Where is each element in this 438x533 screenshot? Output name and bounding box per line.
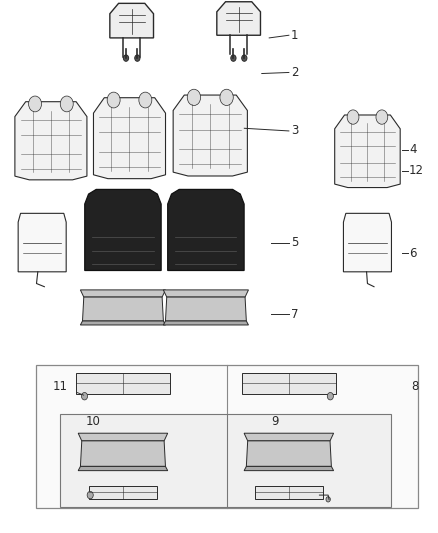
Circle shape: [87, 491, 93, 499]
Text: 12: 12: [409, 164, 424, 177]
Circle shape: [187, 89, 201, 106]
Text: 3: 3: [291, 124, 298, 138]
Circle shape: [220, 89, 233, 106]
Polygon shape: [85, 189, 161, 270]
Text: 6: 6: [409, 247, 417, 260]
Bar: [60, 414, 392, 507]
Circle shape: [60, 96, 73, 112]
Polygon shape: [93, 98, 166, 179]
Polygon shape: [15, 102, 87, 180]
Circle shape: [81, 392, 88, 400]
Polygon shape: [163, 321, 248, 325]
Polygon shape: [78, 433, 168, 441]
Text: 5: 5: [291, 236, 298, 249]
Polygon shape: [89, 486, 157, 499]
Polygon shape: [81, 441, 166, 466]
Text: 8: 8: [411, 379, 418, 393]
Polygon shape: [255, 486, 323, 499]
Polygon shape: [81, 290, 166, 297]
Polygon shape: [166, 297, 246, 321]
Polygon shape: [76, 373, 170, 394]
Text: 4: 4: [409, 143, 417, 156]
Polygon shape: [242, 373, 336, 394]
Polygon shape: [173, 95, 247, 176]
Bar: [35, 365, 418, 508]
Circle shape: [347, 110, 359, 124]
Circle shape: [135, 55, 140, 61]
Circle shape: [231, 55, 236, 61]
Circle shape: [28, 96, 42, 112]
Circle shape: [242, 55, 247, 61]
Polygon shape: [335, 115, 400, 188]
Polygon shape: [163, 290, 248, 297]
Polygon shape: [343, 213, 392, 272]
Polygon shape: [78, 466, 168, 471]
Polygon shape: [244, 433, 334, 441]
Polygon shape: [18, 213, 66, 272]
Circle shape: [376, 110, 388, 124]
Polygon shape: [110, 3, 153, 38]
Text: 2: 2: [291, 66, 299, 79]
Circle shape: [327, 392, 333, 400]
Polygon shape: [168, 189, 244, 270]
Circle shape: [139, 92, 152, 108]
Circle shape: [326, 497, 330, 502]
Text: 7: 7: [291, 308, 299, 321]
Polygon shape: [82, 297, 163, 321]
Text: 1: 1: [291, 29, 299, 42]
Polygon shape: [81, 321, 166, 325]
Text: 11: 11: [53, 379, 68, 393]
Polygon shape: [244, 466, 334, 471]
Circle shape: [107, 92, 120, 108]
Circle shape: [124, 55, 129, 61]
Polygon shape: [217, 2, 261, 35]
Text: 9: 9: [272, 415, 279, 428]
Polygon shape: [246, 441, 332, 466]
Text: 10: 10: [86, 415, 101, 428]
